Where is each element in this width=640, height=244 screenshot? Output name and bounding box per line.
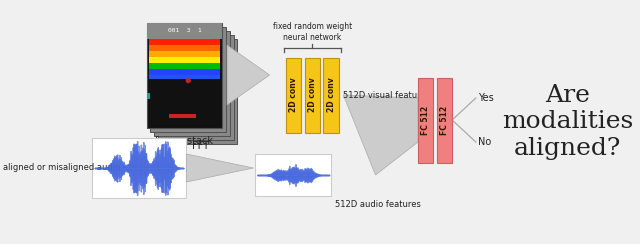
Bar [255, 154, 331, 196]
Text: 001  3  1: 001 3 1 [168, 28, 202, 33]
Text: FC 512: FC 512 [440, 105, 449, 134]
Text: fixed random weight
neural network: fixed random weight neural network [273, 22, 352, 41]
Polygon shape [227, 45, 269, 105]
Bar [147, 22, 222, 128]
Bar [437, 78, 452, 163]
Text: Are
modalities
aligned?: Are modalities aligned? [502, 84, 633, 160]
Text: 2D conv: 2D conv [289, 78, 298, 112]
Bar [148, 74, 220, 79]
Text: aligned or misaligned audio: aligned or misaligned audio [3, 163, 120, 173]
Text: No: No [477, 137, 491, 147]
Bar [147, 92, 150, 99]
Text: frame stack: frame stack [156, 135, 214, 145]
Bar [162, 39, 237, 143]
Bar [148, 44, 220, 51]
Bar [158, 34, 234, 140]
Bar [148, 62, 220, 69]
Bar [305, 58, 320, 132]
Bar [154, 30, 230, 135]
Polygon shape [186, 154, 253, 182]
Polygon shape [344, 95, 418, 175]
Text: 2D conv: 2D conv [308, 78, 317, 112]
Text: 512D visual features: 512D visual features [344, 91, 431, 100]
Bar [285, 58, 301, 132]
Bar [148, 69, 220, 74]
Bar [418, 78, 433, 163]
Text: FC 512: FC 512 [421, 105, 430, 134]
Bar [148, 51, 220, 57]
Text: Yes: Yes [477, 93, 493, 103]
Bar [150, 27, 226, 132]
Bar [323, 58, 339, 132]
Bar [170, 113, 196, 118]
Bar [92, 138, 186, 198]
Text: FFT: FFT [192, 141, 209, 151]
Bar [147, 22, 222, 39]
Bar [148, 39, 220, 44]
Text: 2D conv: 2D conv [326, 78, 335, 112]
Circle shape [186, 79, 190, 82]
Text: 512D audio features: 512D audio features [335, 200, 420, 209]
Bar [148, 57, 220, 62]
